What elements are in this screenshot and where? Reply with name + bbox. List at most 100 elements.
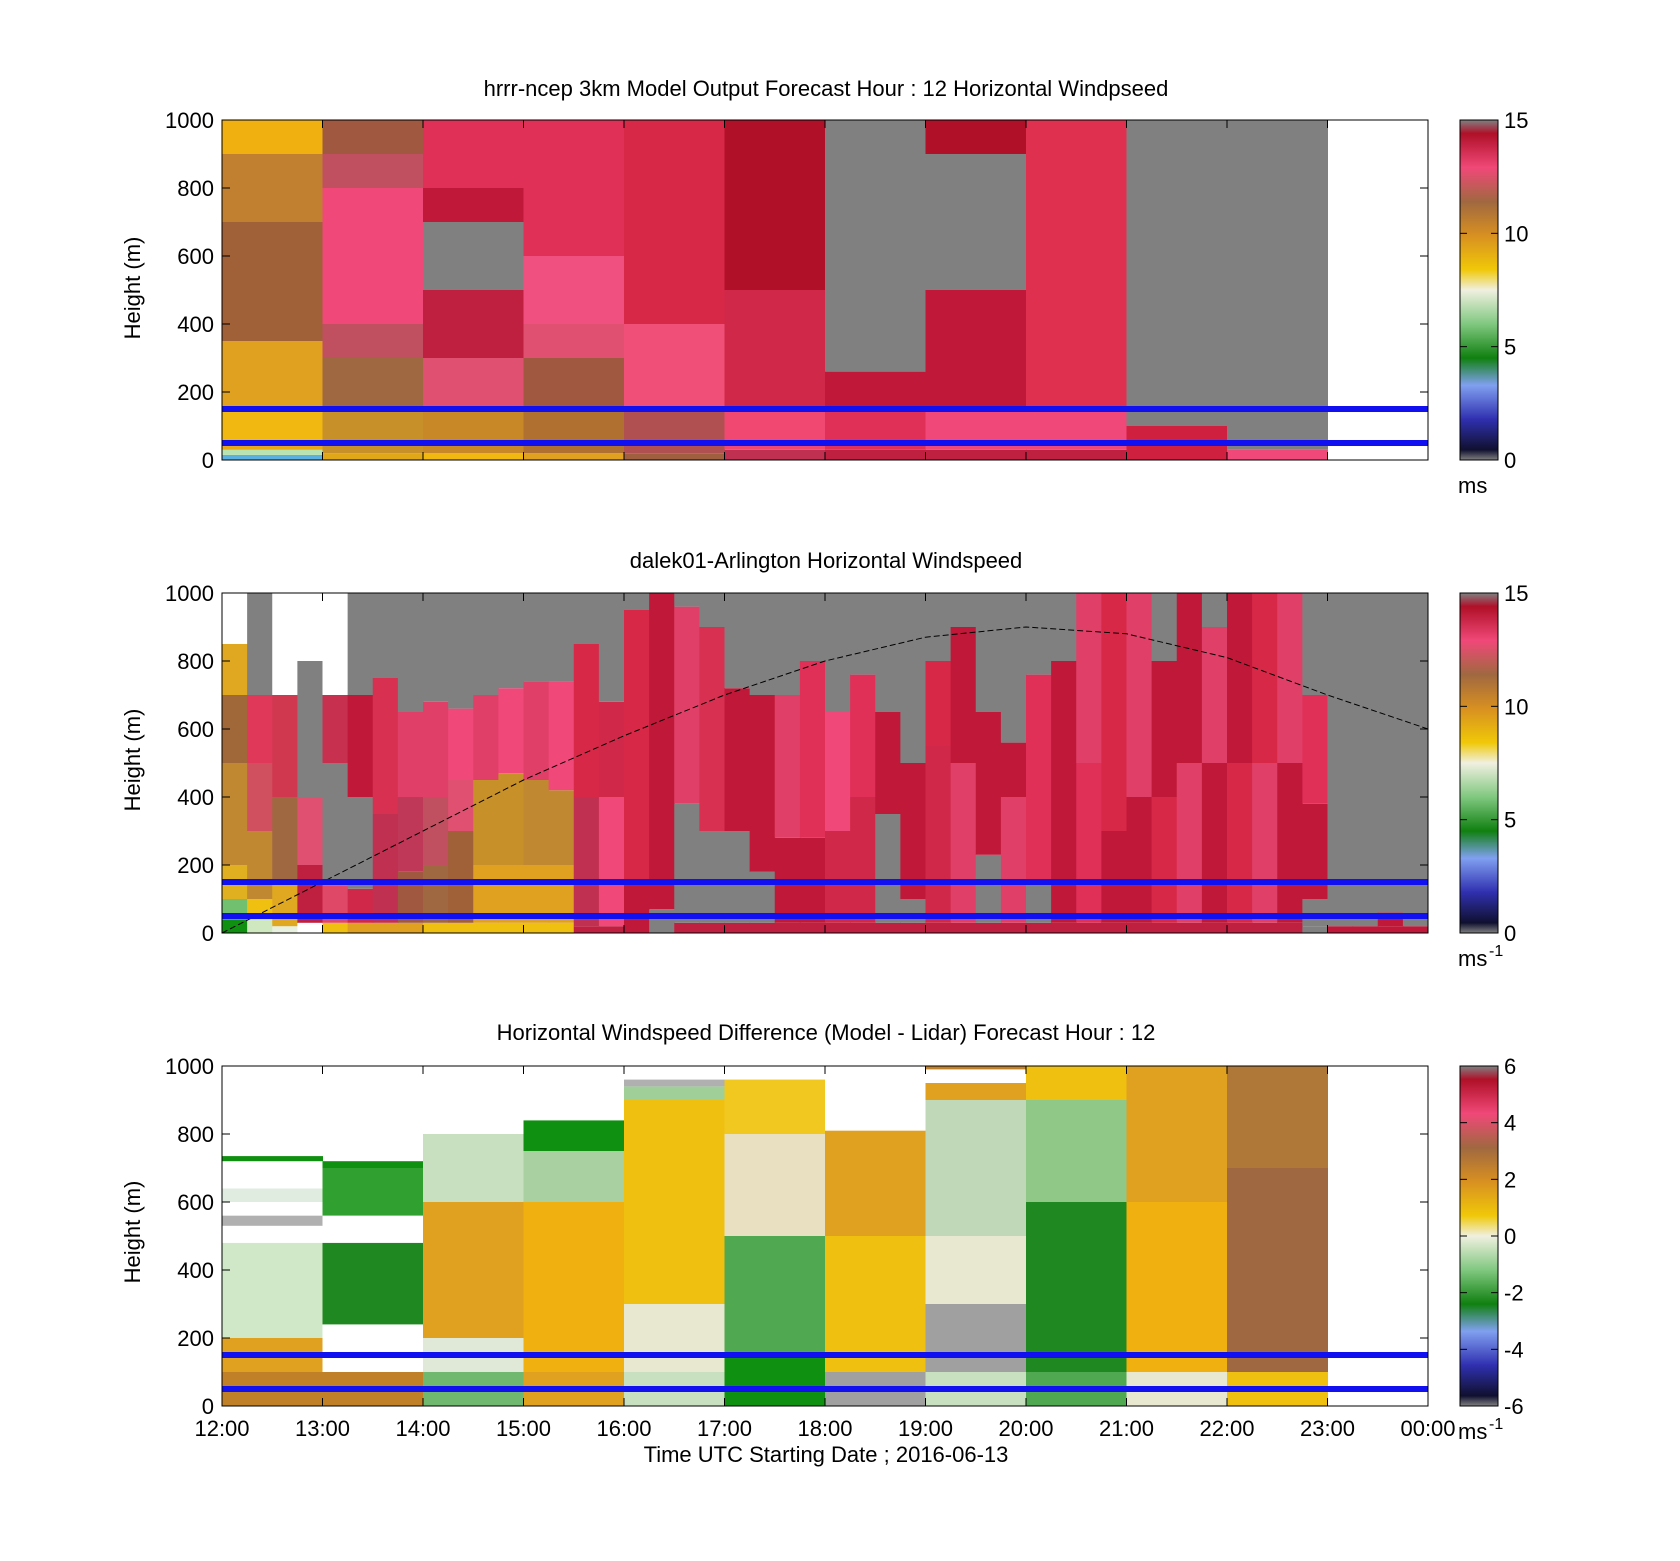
heatmap-cell — [448, 780, 474, 831]
heatmap-cell — [397, 797, 424, 872]
heatmap-cell — [925, 290, 1027, 409]
heatmap-cell — [222, 763, 248, 865]
heatmap-cell — [749, 593, 776, 695]
heatmap-cell — [649, 593, 675, 797]
heatmap-cell — [523, 780, 550, 865]
heatmap-cell — [222, 1225, 323, 1243]
heatmap-cell — [699, 922, 726, 933]
heatmap-cell — [1302, 695, 1329, 804]
heatmap-cell — [397, 922, 424, 933]
heatmap-cell — [624, 453, 725, 460]
heatmap-cell — [1000, 742, 1027, 797]
heatmap-cell — [347, 922, 374, 933]
heatmap-cell — [975, 593, 1002, 712]
heatmap-cell — [448, 831, 474, 923]
chart-title: hrrr-ncep 3km Model Output Forecast Hour… — [484, 76, 1169, 101]
heatmap-cell — [272, 593, 298, 695]
heatmap-cell — [1352, 926, 1379, 933]
heatmap-cell — [1227, 449, 1328, 460]
x-tick-label: 16:00 — [596, 1416, 651, 1441]
heatmap-cell — [1076, 922, 1102, 933]
heatmap-cell — [222, 222, 323, 341]
heatmap-cell — [573, 926, 600, 933]
heatmap-cell — [950, 922, 977, 933]
heatmap-cell — [799, 593, 826, 661]
heatmap-cell — [724, 1355, 826, 1406]
y-tick-label: 1000 — [165, 581, 214, 606]
heatmap-cell — [222, 154, 323, 222]
heatmap-cell — [473, 780, 499, 865]
y-tick-label: 400 — [177, 785, 214, 810]
x-tick-label: 21:00 — [1099, 1416, 1154, 1441]
heatmap-cell — [1151, 593, 1178, 661]
heatmap-cell — [825, 1130, 926, 1236]
heatmap-cell — [322, 695, 349, 763]
heatmap-cell — [1026, 674, 1052, 882]
heatmap-cell — [900, 922, 927, 933]
heatmap-cell — [523, 1120, 625, 1151]
heatmap-cell — [825, 831, 851, 923]
y-tick-label: 200 — [177, 853, 214, 878]
heatmap-cell — [523, 453, 625, 460]
heatmap-cell — [1327, 593, 1354, 927]
heatmap-cell — [624, 1079, 725, 1087]
heatmap-cell — [523, 358, 625, 409]
colorbar-tick-label: 15 — [1504, 581, 1528, 606]
heatmap-cell — [850, 674, 876, 797]
heatmap-cell — [774, 593, 801, 695]
heatmap-cell — [1227, 763, 1253, 923]
heatmap-cell — [1101, 831, 1128, 923]
heatmap-cell — [423, 922, 449, 933]
heatmap-cell — [1126, 1066, 1228, 1202]
lidar-panel: dalek01-Arlington Horizontal Windspeed H… — [120, 548, 1528, 971]
colorbar-unit: ms — [1458, 473, 1487, 498]
heatmap-cell — [272, 926, 298, 933]
heatmap-cell — [1026, 1066, 1127, 1100]
heatmap-cell — [825, 712, 851, 831]
heatmap-cell — [1277, 763, 1303, 923]
heatmap-cell — [397, 712, 424, 797]
colorbar-tick-label: -6 — [1504, 1394, 1524, 1419]
colorbar-tick-label: -4 — [1504, 1337, 1524, 1362]
heatmap-cell — [1126, 922, 1153, 933]
heatmap-cell — [1227, 120, 1328, 450]
y-tick-label: 400 — [177, 312, 214, 337]
heatmap-cell — [598, 593, 625, 702]
heatmap-cell — [573, 644, 600, 797]
heatmap-cell — [523, 409, 625, 454]
heatmap-cell — [925, 1066, 1027, 1070]
heatmap-cell — [598, 701, 625, 797]
heatmap-cell — [1176, 922, 1203, 933]
heatmap-cell — [498, 773, 525, 865]
y-tick-label: 1000 — [165, 108, 214, 133]
heatmap-cell — [322, 1161, 424, 1168]
heatmap-cell — [423, 1134, 524, 1202]
model-output-panel: hrrr-ncep 3km Model Output Forecast Hour… — [120, 76, 1528, 498]
heatmap-cell — [222, 1161, 323, 1189]
heatmap-cell — [322, 1215, 424, 1243]
heatmap-cell — [1402, 926, 1429, 933]
heatmap-cell — [322, 188, 424, 324]
heatmap-cell — [1126, 120, 1228, 426]
heatmap-cell — [674, 922, 700, 933]
heatmap-cell — [222, 1188, 323, 1202]
heatmap-cell — [1051, 593, 1077, 661]
y-axis-label: Height (m) — [120, 237, 145, 340]
heatmap-cell — [523, 1202, 625, 1372]
heatmap-cell — [548, 790, 575, 865]
heatmap-cell — [1377, 593, 1404, 913]
heatmap-cell — [900, 899, 927, 923]
heatmap-cell — [1101, 922, 1128, 933]
heatmap-cell — [272, 695, 298, 797]
heatmap-cell — [448, 922, 474, 933]
colorbar-tick-label: 5 — [1504, 335, 1516, 360]
heatmap-cell — [222, 1215, 323, 1226]
heatmap-cell — [372, 922, 399, 933]
y-tick-label: 600 — [177, 1190, 214, 1215]
heatmap-cell — [222, 593, 248, 644]
heatmap-cell — [1051, 661, 1077, 831]
heatmap-cell — [523, 681, 550, 780]
heatmap-cell — [372, 593, 399, 678]
heatmap-cell — [1402, 593, 1429, 927]
heatmap-cell — [247, 593, 273, 695]
